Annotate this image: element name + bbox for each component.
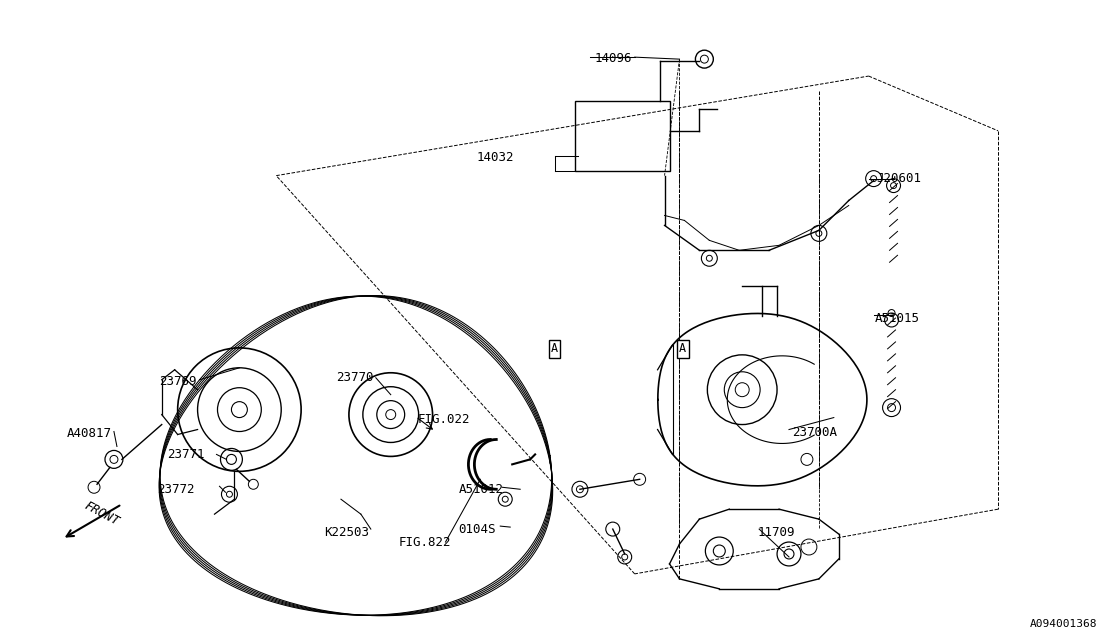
Text: 11709: 11709 (757, 525, 795, 539)
Text: A: A (679, 342, 687, 355)
Text: 23772: 23772 (157, 483, 194, 496)
Text: 0104S: 0104S (458, 523, 496, 536)
Text: 23771: 23771 (167, 448, 204, 461)
Text: A094001368: A094001368 (1030, 619, 1098, 628)
Bar (575, 101, 670, 171)
Text: 23770: 23770 (336, 371, 373, 384)
Text: 14096: 14096 (595, 52, 633, 65)
Text: J20601: J20601 (877, 172, 922, 185)
Text: FRONT: FRONT (83, 500, 122, 529)
Text: 23700A: 23700A (792, 426, 837, 439)
Text: FIG.022: FIG.022 (418, 413, 470, 426)
Text: A40817: A40817 (67, 427, 112, 440)
Text: A51015: A51015 (875, 312, 920, 324)
Text: 14032: 14032 (476, 151, 514, 164)
Text: K22503: K22503 (324, 525, 368, 539)
Text: A51012: A51012 (458, 483, 504, 496)
Text: A: A (551, 342, 558, 355)
Text: 23769: 23769 (159, 375, 196, 388)
Text: FIG.822: FIG.822 (399, 536, 451, 548)
